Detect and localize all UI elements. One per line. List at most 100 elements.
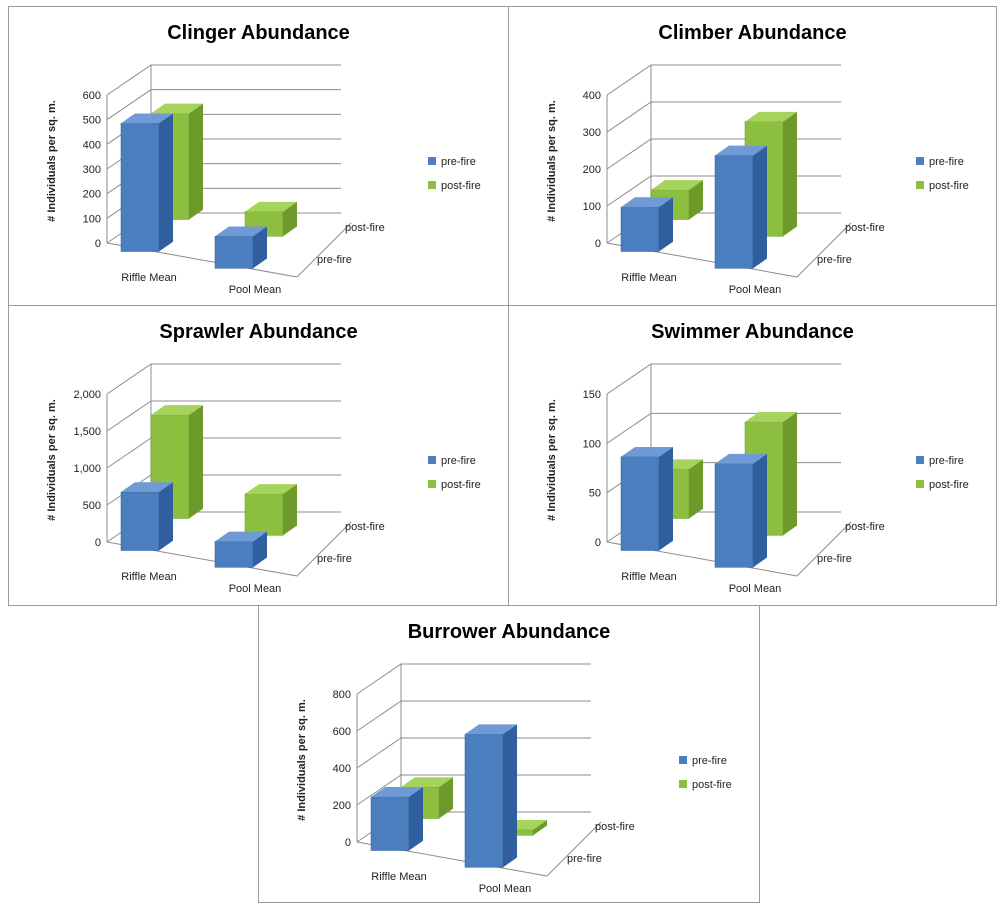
bar-pre-fire-riffle-mean (620, 197, 673, 252)
bar-pre-fire-riffle-mean (370, 787, 423, 851)
chart-swimmer-abundance: Swimmer Abundance # Individuals per sq. m… (546, 321, 969, 595)
depth-tick-label: pre-fire (817, 553, 852, 565)
gridline (356, 663, 591, 695)
gridline (106, 363, 341, 395)
legend-label: post-fire (692, 779, 732, 791)
chart-panel-burrower: Burrower Abundance # Individuals per sq. … (258, 605, 760, 903)
y-axis-label: # Individuals per sq. m. (46, 399, 58, 521)
y-tick-label: 1,000 (73, 463, 101, 475)
depth-tick-label: pre-fire (317, 254, 352, 266)
chart-title: Climber Abundance (658, 22, 846, 44)
chart-clinger-abundance: Clinger Abundance # Individuals per sq. m… (46, 22, 481, 296)
x-tick-label: Riffle Mean (121, 571, 176, 583)
chart-title: Swimmer Abundance (651, 321, 854, 343)
legend-label: pre-fire (929, 455, 964, 467)
gridline (106, 64, 341, 96)
legend-swatch (916, 480, 924, 488)
x-tick-label: Pool Mean (729, 583, 782, 595)
legend-swatch (916, 157, 924, 165)
bar-pre-fire-pool-mean (464, 724, 517, 868)
legend-swatch (916, 181, 924, 189)
x-tick-label: Riffle Mean (121, 272, 176, 284)
y-tick-label: 2,000 (73, 389, 101, 401)
x-tick-label: Riffle Mean (371, 871, 426, 883)
chart-title: Clinger Abundance (167, 22, 350, 44)
legend-label: post-fire (441, 479, 481, 491)
depth-axis-line (296, 222, 352, 278)
y-axis-label: # Individuals per sq. m. (546, 399, 558, 521)
x-tick-label: Pool Mean (229, 583, 282, 595)
legend-swatch (428, 181, 436, 189)
x-tick-label: Pool Mean (229, 284, 282, 296)
y-tick-label: 200 (83, 189, 101, 201)
x-tick-label: Riffle Mean (621, 571, 676, 583)
legend-swatch (428, 157, 436, 165)
bar-pre-fire-pool-mean (714, 453, 767, 568)
chart-sprawler-abundance: Sprawler Abundance # Individuals per sq. … (46, 321, 481, 595)
gridline (106, 437, 341, 469)
chart-title: Burrower Abundance (408, 621, 611, 643)
legend-label: post-fire (929, 180, 969, 192)
bar-pre-fire-riffle-mean (120, 113, 173, 252)
gridline (606, 101, 841, 133)
y-tick-label: 0 (595, 537, 601, 549)
bar-pre-fire-pool-mean (214, 531, 267, 568)
y-tick-label: 300 (83, 164, 101, 176)
depth-axis-line (796, 222, 852, 278)
bar-pre-fire-riffle-mean (120, 482, 173, 551)
depth-axis-line (796, 521, 852, 577)
y-tick-label: 0 (95, 537, 101, 549)
gridline (106, 400, 341, 432)
y-tick-label: 200 (333, 800, 351, 812)
y-tick-label: 0 (595, 238, 601, 250)
bar-post-fire-riffle-mean (150, 405, 203, 519)
depth-tick-label: post-fire (845, 222, 885, 234)
chart-title: Sprawler Abundance (159, 321, 357, 343)
depth-axis-line (546, 821, 602, 877)
legend-label: pre-fire (692, 755, 727, 767)
depth-axis-line (296, 521, 352, 577)
depth-tick-label: post-fire (345, 222, 385, 234)
y-tick-label: 500 (83, 500, 101, 512)
y-tick-label: 100 (583, 438, 601, 450)
legend-swatch (428, 480, 436, 488)
y-tick-label: 100 (83, 213, 101, 225)
x-tick-label: Pool Mean (729, 284, 782, 296)
legend-swatch (679, 780, 687, 788)
y-axis-label: # Individuals per sq. m. (296, 699, 308, 821)
x-tick-label: Pool Mean (479, 883, 532, 895)
chart-burrower-abundance: Burrower Abundance # Individuals per sq. … (296, 621, 732, 895)
chart-panel-climber: Climber Abundance # Individuals per sq. m… (508, 6, 997, 306)
chart-panel-sprawler: Sprawler Abundance # Individuals per sq. … (8, 305, 509, 606)
depth-tick-label: pre-fire (567, 853, 602, 865)
bar-post-fire-pool-mean (244, 484, 297, 536)
y-tick-label: 150 (583, 389, 601, 401)
y-axis-label: # Individuals per sq. m. (46, 100, 58, 222)
chart-panel-swimmer: Swimmer Abundance # Individuals per sq. m… (508, 305, 997, 606)
y-tick-label: 100 (583, 201, 601, 213)
y-tick-label: 200 (583, 164, 601, 176)
legend-label: pre-fire (929, 156, 964, 168)
legend-label: post-fire (441, 180, 481, 192)
y-tick-label: 400 (83, 139, 101, 151)
legend-swatch (428, 456, 436, 464)
bar-pre-fire-pool-mean (714, 145, 767, 269)
depth-tick-label: pre-fire (817, 254, 852, 266)
y-tick-label: 0 (95, 238, 101, 250)
legend-swatch (679, 756, 687, 764)
depth-tick-label: post-fire (345, 521, 385, 533)
y-tick-label: 400 (583, 90, 601, 102)
y-tick-label: 800 (333, 689, 351, 701)
legend-label: pre-fire (441, 455, 476, 467)
y-tick-label: 0 (345, 837, 351, 849)
y-tick-label: 400 (333, 763, 351, 775)
y-tick-label: 300 (583, 127, 601, 139)
y-tick-label: 500 (83, 115, 101, 127)
gridline (606, 64, 841, 96)
chart-panel-clinger: Clinger Abundance # Individuals per sq. m… (8, 6, 509, 306)
x-tick-label: Riffle Mean (621, 272, 676, 284)
depth-tick-label: post-fire (845, 521, 885, 533)
gridline (606, 412, 841, 444)
y-tick-label: 600 (83, 90, 101, 102)
gridline (606, 363, 841, 395)
